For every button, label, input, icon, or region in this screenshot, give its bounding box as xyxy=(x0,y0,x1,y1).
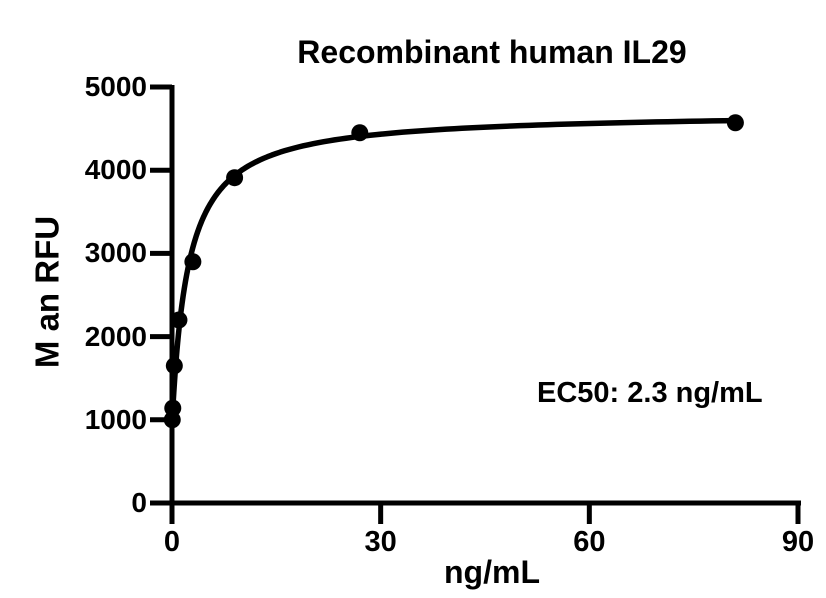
x-tick-label: 60 xyxy=(573,526,606,558)
ec50-annotation: EC50: 2.3 ng/mL xyxy=(537,377,763,409)
x-tick-label: 90 xyxy=(781,526,815,558)
y-tick-label: 2000 xyxy=(84,320,147,352)
y-tick-label: 0 xyxy=(131,487,147,518)
data-point xyxy=(726,114,744,132)
data-point xyxy=(226,169,244,187)
y-tick-label: 1000 xyxy=(84,403,147,435)
x-tick-label: 0 xyxy=(163,526,181,558)
chart-title: Recombinant human IL29 xyxy=(297,34,687,70)
y-tick-label: 4000 xyxy=(84,154,147,186)
data-point xyxy=(170,311,188,329)
y-tick-label: 3000 xyxy=(84,237,147,269)
data-point xyxy=(184,253,202,271)
data-point xyxy=(165,357,183,375)
x-tick-label: 30 xyxy=(364,526,397,558)
fit-curve xyxy=(169,117,739,427)
x-axis-label: ng/mL xyxy=(444,554,540,590)
y-tick-label: 5000 xyxy=(84,71,147,102)
data-point xyxy=(164,399,182,417)
data-point xyxy=(351,124,369,142)
